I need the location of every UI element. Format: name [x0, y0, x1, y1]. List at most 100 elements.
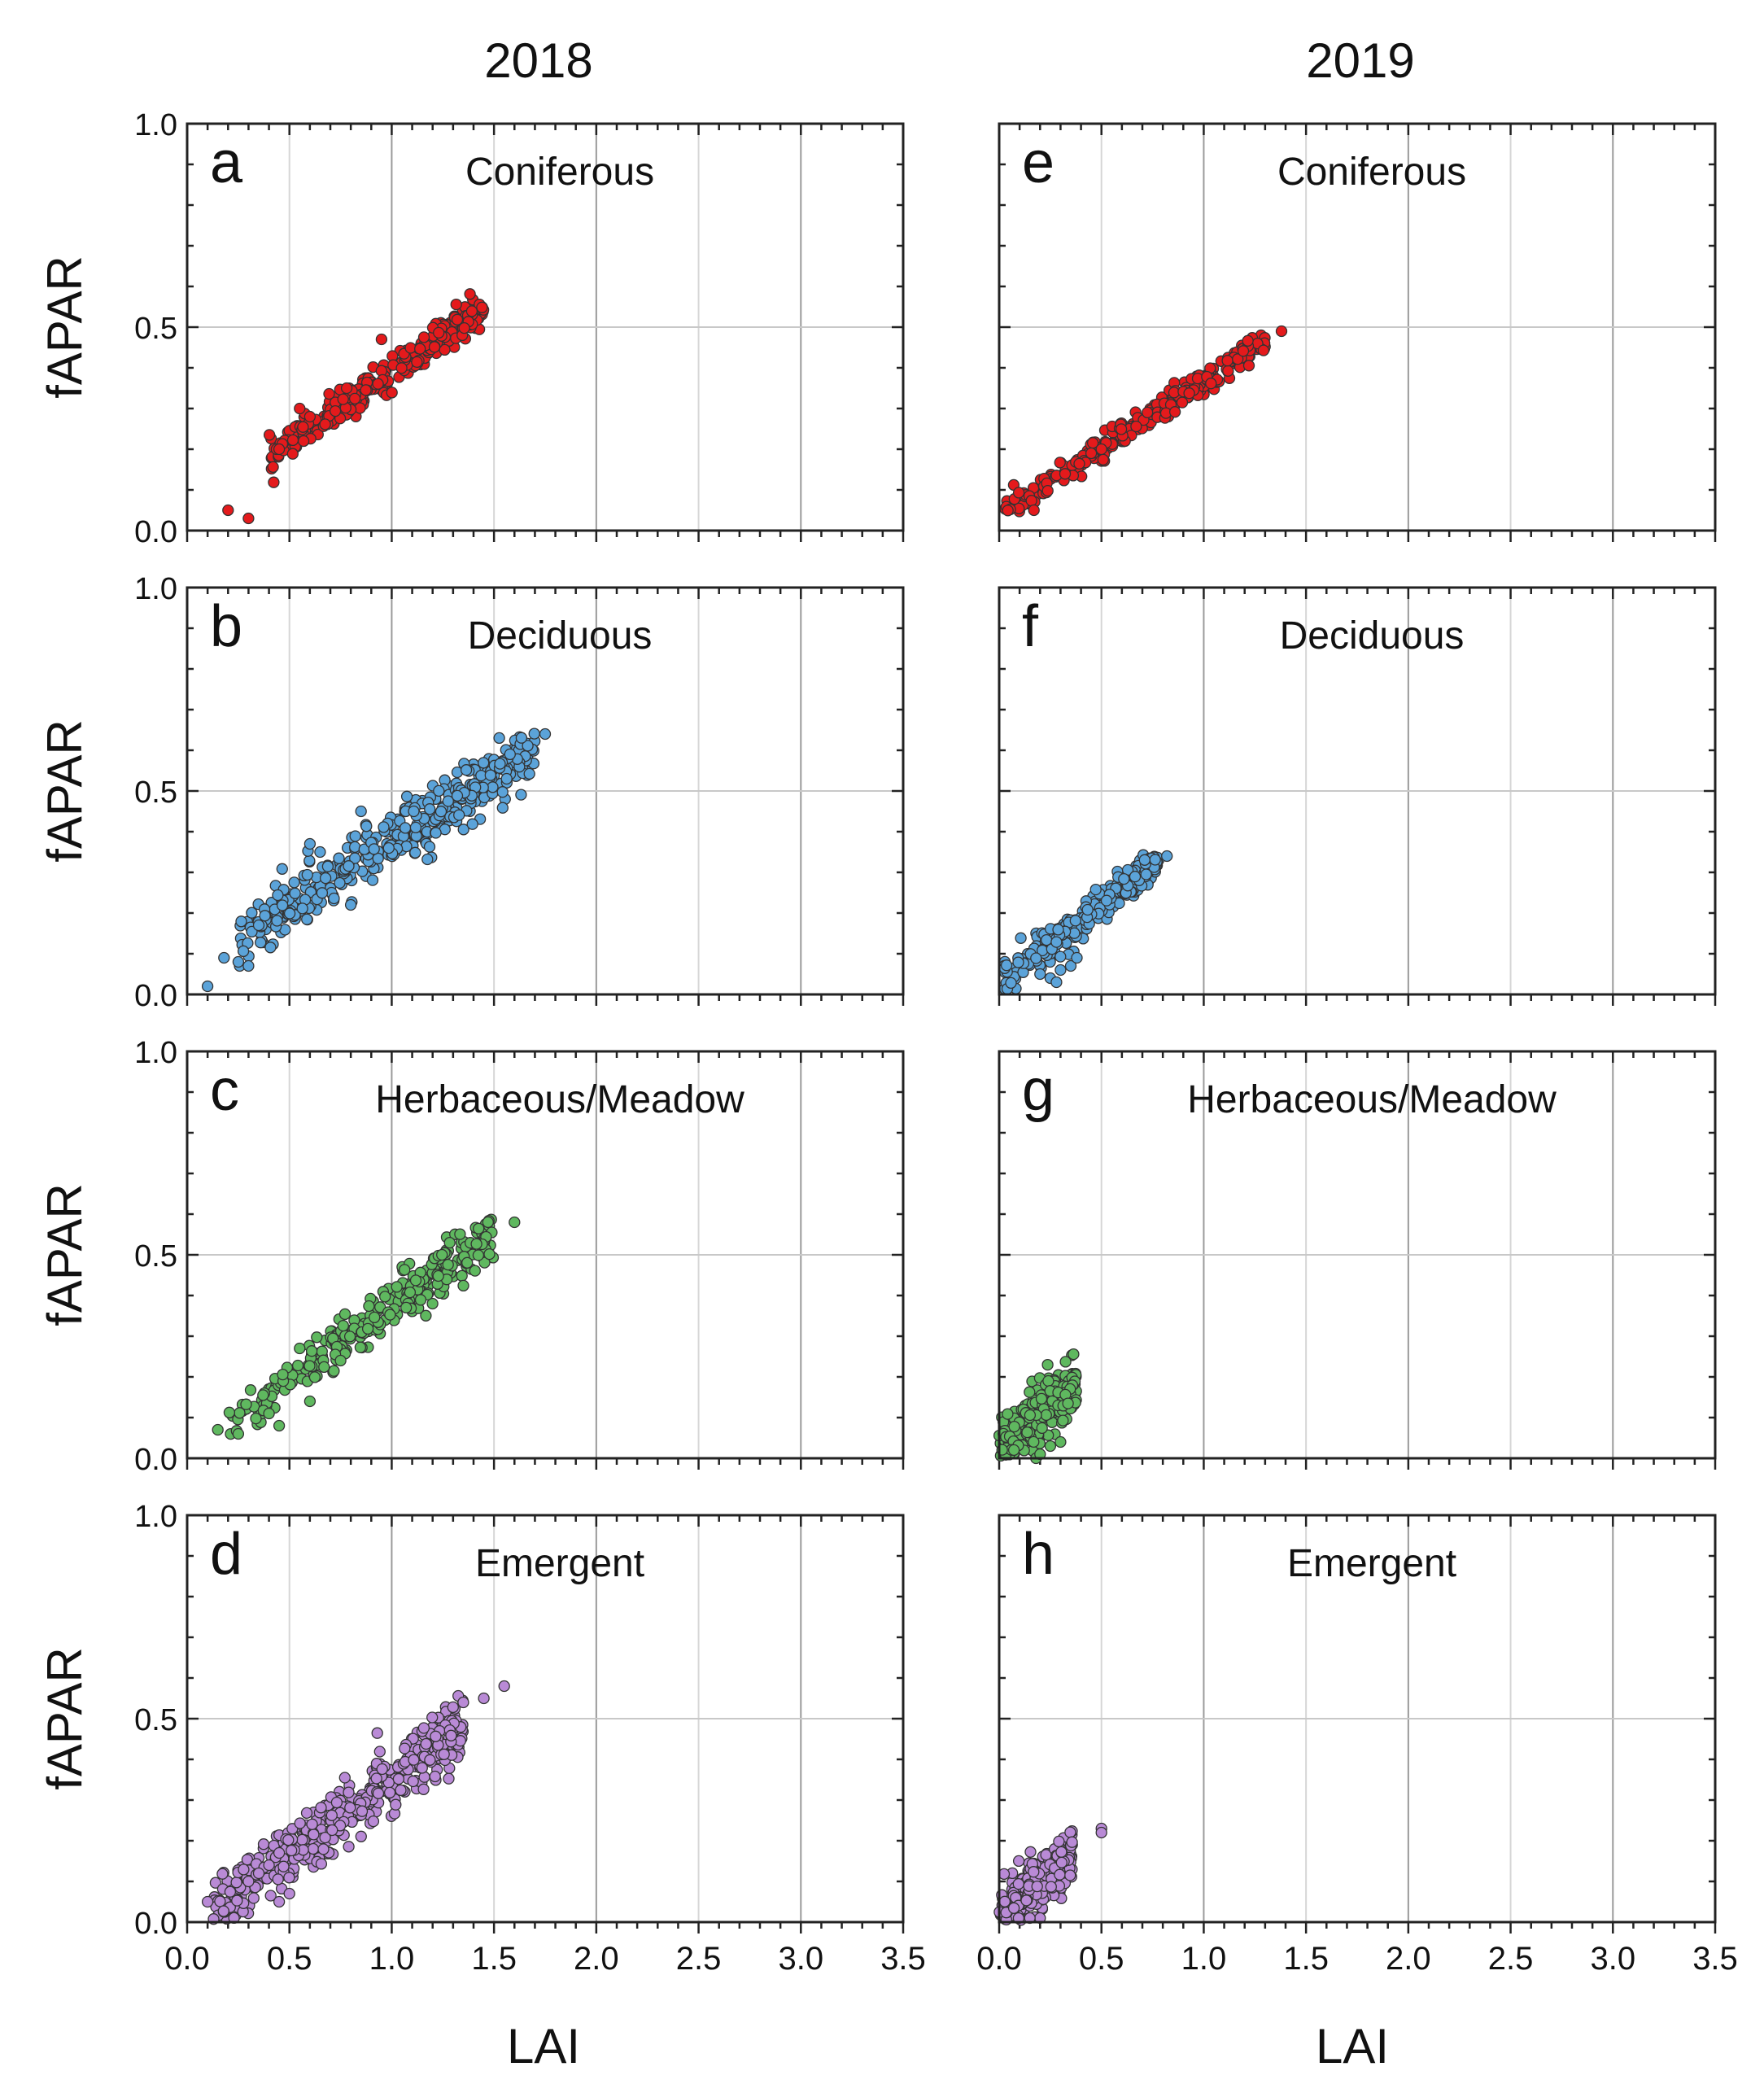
panel-h: h Emergent 0.0 0.5 1.0 1.5 2.0 2.5 3.0 3.5	[976, 1514, 1738, 1977]
data-point	[334, 876, 346, 889]
panel-title: Emergent	[475, 1542, 644, 1585]
data-point	[242, 1875, 255, 1888]
panel-c: c Herbaceous/Meadow 0.0 0.5 1.0 fAPAR	[37, 1036, 905, 1477]
data-point	[361, 1322, 374, 1335]
data-point	[340, 382, 353, 395]
x-tick-label: 3.5	[1692, 1941, 1738, 1977]
data-point	[326, 1824, 338, 1837]
plot-frame	[186, 1050, 905, 1460]
data-point	[1059, 468, 1072, 480]
data-point	[344, 898, 357, 911]
data-point	[1168, 406, 1181, 418]
data-point	[1129, 871, 1142, 883]
data-point	[325, 1809, 338, 1821]
data-point	[1035, 1392, 1048, 1405]
data-point	[430, 1730, 442, 1742]
data-point	[209, 1877, 222, 1889]
data-point	[323, 387, 335, 400]
data-point	[1024, 1386, 1036, 1398]
data-point	[1054, 1868, 1066, 1881]
data-point	[454, 1228, 466, 1240]
data-point	[1081, 903, 1094, 916]
data-point	[420, 1737, 432, 1750]
y-tick-label: 1.0	[134, 108, 177, 142]
scatter-points	[212, 1213, 521, 1440]
data-point	[250, 1412, 262, 1425]
data-point	[348, 392, 361, 405]
data-point	[1025, 495, 1037, 507]
data-point	[286, 448, 299, 460]
x-tick-label: 3.0	[1590, 1941, 1635, 1977]
data-point	[366, 874, 379, 886]
data-point	[1115, 423, 1128, 435]
panel-g: g Herbaceous/Meadow	[993, 1050, 1717, 1470]
data-point	[296, 902, 308, 915]
data-point	[217, 1905, 229, 1917]
data-point	[273, 1419, 286, 1432]
data-point	[1085, 447, 1098, 460]
data-point	[301, 913, 313, 925]
x-tick-label: 1.0	[369, 1941, 415, 1977]
data-point	[360, 820, 373, 832]
data-point	[417, 1783, 430, 1795]
data-point	[1041, 1358, 1054, 1371]
data-point	[399, 822, 412, 834]
data-point	[456, 1269, 468, 1282]
data-point	[264, 1890, 277, 1902]
data-point	[1053, 1835, 1065, 1848]
data-point	[1005, 977, 1017, 990]
data-point	[453, 809, 465, 821]
data-point	[478, 1256, 491, 1269]
data-point	[328, 1365, 340, 1377]
data-point	[273, 1895, 286, 1908]
data-point	[1232, 353, 1244, 365]
y-tick-label: 0.0	[134, 1907, 177, 1941]
data-point	[1040, 1409, 1052, 1422]
data-point	[277, 1368, 289, 1381]
data-point	[272, 1873, 284, 1885]
x-tick-label: 2.0	[1386, 1941, 1431, 1977]
data-point	[1069, 915, 1081, 927]
x-tick-label: 0.0	[976, 1941, 1022, 1977]
plot-frame	[998, 122, 1717, 532]
data-point	[399, 1742, 411, 1754]
panel-d: d Emergent 0.0 0.5 1.0 fAPAR 0.0 0.5 1.0 1.5 2.0 2.…	[37, 1500, 926, 1977]
data-point	[277, 1860, 290, 1872]
x-tick-label: 1.5	[471, 1941, 517, 1977]
data-point	[1138, 854, 1151, 866]
data-point	[1183, 387, 1195, 400]
data-point	[337, 1319, 349, 1332]
data-point	[414, 343, 426, 355]
data-point	[1055, 1856, 1068, 1868]
data-point	[232, 1427, 245, 1440]
data-point	[496, 786, 509, 798]
data-point	[257, 1838, 270, 1850]
data-point	[303, 1395, 317, 1408]
data-point	[493, 732, 505, 745]
data-point	[483, 1247, 496, 1261]
data-point	[1097, 453, 1109, 466]
data-point	[232, 955, 245, 968]
data-point	[1073, 457, 1085, 470]
data-point	[230, 1877, 242, 1889]
data-point	[218, 951, 230, 964]
data-point	[273, 443, 286, 456]
data-point	[379, 1291, 391, 1303]
data-point	[294, 402, 306, 415]
data-point	[417, 1722, 430, 1734]
data-point	[294, 1817, 306, 1829]
data-point	[1045, 1881, 1057, 1893]
data-point	[432, 1269, 444, 1282]
data-point	[382, 841, 395, 854]
panel-title: Herbaceous/Meadow	[375, 1078, 744, 1121]
data-point	[1062, 1397, 1074, 1409]
plot-frame	[998, 586, 1717, 996]
y-tick-label: 1.0	[134, 572, 177, 606]
panel-a: a Coniferous 0.0 0.5 1.0 fAPAR	[37, 108, 905, 549]
data-point	[273, 1846, 286, 1859]
data-point	[242, 959, 255, 972]
data-point	[1066, 1836, 1078, 1848]
data-point	[500, 772, 513, 785]
data-point	[407, 1775, 419, 1788]
